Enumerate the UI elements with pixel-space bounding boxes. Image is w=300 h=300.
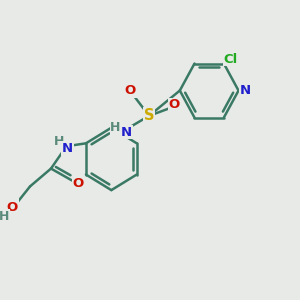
Text: N: N (240, 84, 251, 97)
Text: O: O (73, 177, 84, 190)
Text: O: O (6, 201, 17, 214)
Text: O: O (125, 84, 136, 97)
Text: H: H (0, 210, 9, 223)
Text: H: H (54, 135, 64, 148)
Text: Cl: Cl (224, 52, 238, 66)
Text: S: S (144, 108, 154, 123)
Text: H: H (110, 121, 121, 134)
Text: O: O (169, 98, 180, 111)
Text: N: N (62, 142, 73, 155)
Text: N: N (121, 126, 132, 139)
